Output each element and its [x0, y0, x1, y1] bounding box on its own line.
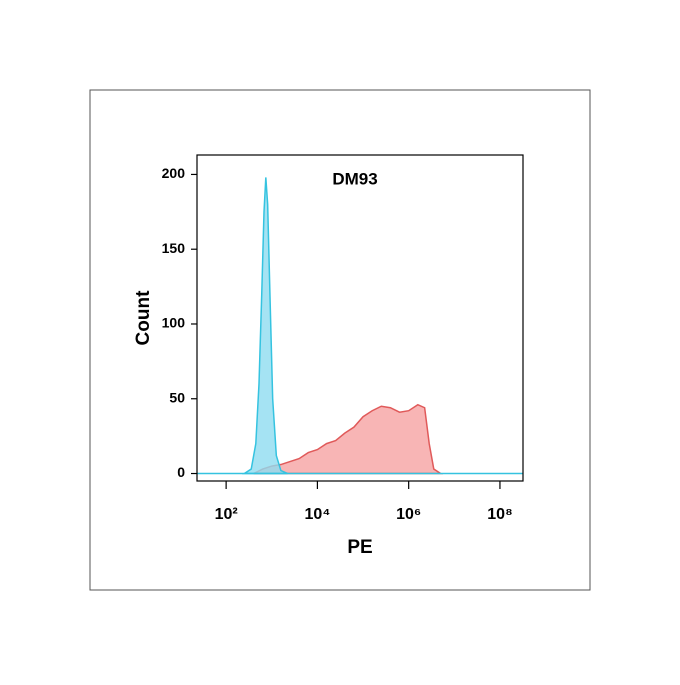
y-tick-label: 50 — [169, 389, 185, 405]
frame — [89, 89, 591, 591]
histogram-area — [241, 177, 289, 475]
histogram-area — [253, 403, 444, 475]
x-tick-label: 10⁶ — [396, 506, 421, 523]
x-tick-label: 10⁸ — [487, 506, 512, 523]
plot-frame — [196, 154, 524, 482]
y-tick-label: 150 — [162, 240, 186, 256]
chart-title: DM93 — [332, 169, 377, 188]
x-axis-label: PE — [347, 537, 372, 558]
x-tick-label: 10⁴ — [305, 506, 331, 523]
x-tick-label: 10² — [215, 506, 238, 523]
y-tick-label: 100 — [162, 315, 186, 331]
y-tick-label: 0 — [177, 464, 185, 480]
y-tick-label: 200 — [162, 165, 186, 181]
y-axis-label: Count — [133, 290, 154, 346]
